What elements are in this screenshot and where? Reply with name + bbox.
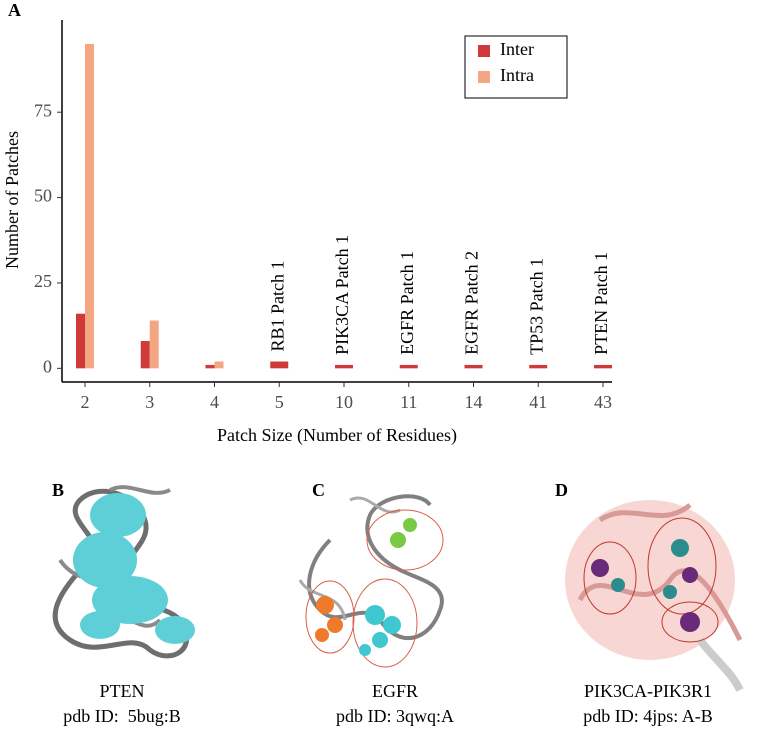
x-tick-label: 5 bbox=[275, 392, 284, 412]
bar bbox=[214, 361, 224, 369]
pdb-id: pdb ID: 5bug:B bbox=[63, 706, 181, 726]
legend-swatch bbox=[478, 71, 490, 83]
bar bbox=[140, 341, 150, 369]
x-tick-label: 10 bbox=[335, 392, 353, 412]
bar-label: RB1 Patch 1 bbox=[267, 260, 287, 351]
x-tick-label: 2 bbox=[81, 392, 90, 412]
panel-label: B bbox=[52, 480, 64, 500]
structure-name: EGFR bbox=[372, 681, 418, 701]
bar bbox=[205, 364, 215, 369]
x-tick-label: 41 bbox=[529, 392, 547, 412]
bar bbox=[594, 364, 612, 369]
x-tick-label: 11 bbox=[400, 392, 417, 412]
pdb-id: pdb ID: 3qwq:A bbox=[336, 706, 454, 726]
legend-swatch bbox=[478, 45, 490, 57]
bar bbox=[464, 364, 483, 369]
pdb-id: pdb ID: 4jps: A-B bbox=[583, 706, 713, 726]
x-tick-label: 3 bbox=[145, 392, 154, 412]
structure-pik3ca bbox=[565, 500, 744, 692]
y-axis-label: Number of Patches bbox=[2, 131, 22, 269]
structure-pten bbox=[52, 485, 195, 659]
y-tick-label: 50 bbox=[34, 186, 52, 206]
bar bbox=[529, 364, 548, 369]
structure-name: PIK3CA-PIK3R1 bbox=[584, 681, 712, 701]
y-tick-label: 75 bbox=[34, 100, 52, 120]
structure-name: PTEN bbox=[100, 681, 145, 701]
x-tick-label: 14 bbox=[465, 392, 483, 412]
bar bbox=[85, 43, 94, 369]
bar bbox=[76, 313, 85, 369]
legend-label: Intra bbox=[500, 65, 534, 85]
y-tick-label: 0 bbox=[43, 356, 52, 376]
x-tick-label: 43 bbox=[594, 392, 612, 412]
x-tick-label: 4 bbox=[210, 392, 219, 412]
panel-label: A bbox=[8, 0, 21, 20]
x-axis-label: Patch Size (Number of Residues) bbox=[217, 425, 457, 446]
panel-label: D bbox=[555, 480, 568, 500]
bar-label: EGFR Patch 2 bbox=[462, 251, 482, 355]
legend-label: Inter bbox=[500, 39, 534, 59]
bar-label: EGFR Patch 1 bbox=[397, 251, 417, 355]
bar-label: PIK3CA Patch 1 bbox=[332, 235, 352, 355]
bar-label: PTEN Patch 1 bbox=[591, 252, 611, 355]
structure-egfr bbox=[298, 494, 444, 668]
bar bbox=[335, 364, 353, 369]
bar bbox=[399, 364, 418, 369]
bar bbox=[270, 361, 289, 369]
y-tick-label: 25 bbox=[34, 271, 52, 291]
bar-label: TP53 Patch 1 bbox=[526, 258, 546, 355]
panel-label: C bbox=[312, 480, 325, 500]
bar bbox=[149, 320, 159, 369]
